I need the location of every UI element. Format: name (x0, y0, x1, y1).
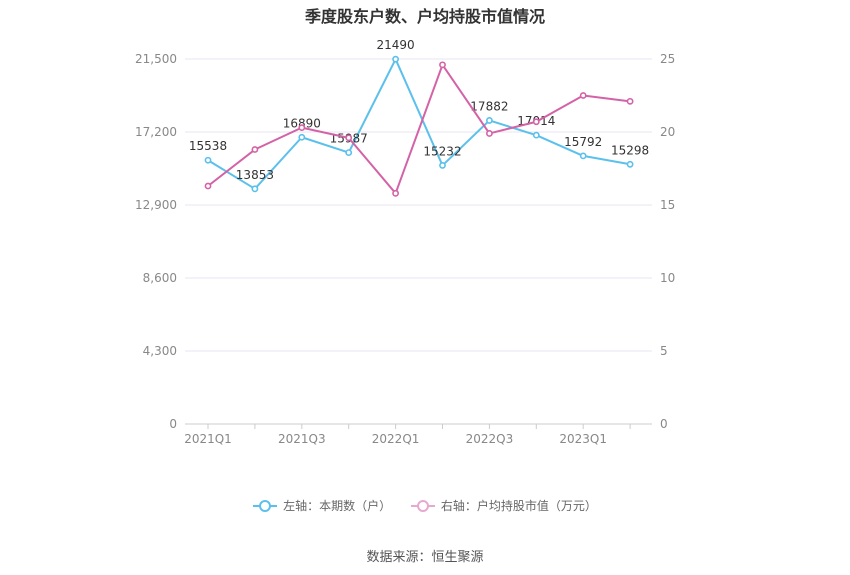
left-axis-tick-label: 17,200 (135, 125, 177, 139)
source-note: 数据来源：恒生聚源 (366, 550, 484, 565)
data-label: 21490 (377, 38, 415, 52)
right-axis-tick-label: 5 (660, 344, 668, 358)
data-point-left (392, 55, 399, 63)
data-point-left (485, 117, 493, 124)
x-axis-tick-label: 2021Q1 (184, 432, 232, 446)
left-axis-tick-label: 12,900 (135, 198, 177, 212)
x-axis-tick-label: 2023Q1 (559, 432, 607, 446)
legend-swatch-left-series (253, 499, 278, 512)
data-label: 15232 (423, 144, 461, 158)
series-line-right (207, 63, 631, 195)
data-point-right (251, 146, 259, 153)
x-axis-tick-label: 2022Q1 (372, 432, 420, 446)
left-axis-tick-label: 4,300 (143, 344, 177, 358)
data-point-right (204, 182, 212, 190)
data-point-left (626, 160, 634, 168)
data-point-right (439, 61, 446, 69)
legend-label-right-series: 右轴：户均持股市值（万元） (440, 499, 597, 513)
left-axis-tick-label: 0 (169, 417, 177, 431)
x-axis-tick-label: 2021Q3 (278, 432, 326, 446)
data-label: 13853 (236, 168, 274, 182)
data-point-left (204, 156, 212, 164)
data-point-left (298, 133, 306, 141)
data-point-left (532, 131, 540, 139)
legend-item-left-series[interactable]: 左轴：本期数（户） (253, 497, 391, 514)
right-axis-tick-label: 10 (660, 271, 675, 285)
series-line-left (207, 58, 631, 190)
data-point-left (251, 185, 259, 193)
data-point-right (626, 97, 634, 105)
data-point-left (439, 162, 446, 169)
data-point-right (485, 130, 493, 137)
left-axis-tick-label: 8,600 (143, 271, 177, 285)
legend-swatch-right-series (410, 499, 435, 512)
data-label: 16890 (283, 116, 321, 130)
data-point-right (392, 189, 399, 197)
data-label: 17882 (470, 99, 508, 113)
data-point-right (579, 92, 587, 99)
data-label: 15298 (611, 143, 649, 157)
right-axis-tick-label: 25 (660, 52, 675, 66)
chart-title: 季度股东户数、户均持股市值情况 (304, 7, 545, 26)
data-point-left (345, 149, 353, 156)
data-point-right (345, 134, 353, 142)
left-axis-tick-label: 21,500 (135, 52, 177, 66)
x-axis-tick-label: 2022Q3 (466, 432, 514, 446)
data-point-left (579, 152, 587, 160)
data-point-right (298, 124, 306, 132)
legend-label-left-series: 左轴：本期数（户） (283, 499, 392, 513)
right-axis-tick-label: 20 (660, 125, 675, 139)
data-label: 15792 (564, 135, 602, 149)
right-axis-tick-label: 0 (660, 417, 668, 431)
data-label: 15538 (189, 139, 227, 153)
right-axis-tick-label: 15 (660, 198, 675, 212)
chart-legend: 左轴：本期数（户） 右轴：户均持股市值（万元） (0, 497, 850, 517)
legend-item-right-series[interactable]: 右轴：户均持股市值（万元） (410, 497, 597, 514)
data-point-right (532, 118, 540, 126)
